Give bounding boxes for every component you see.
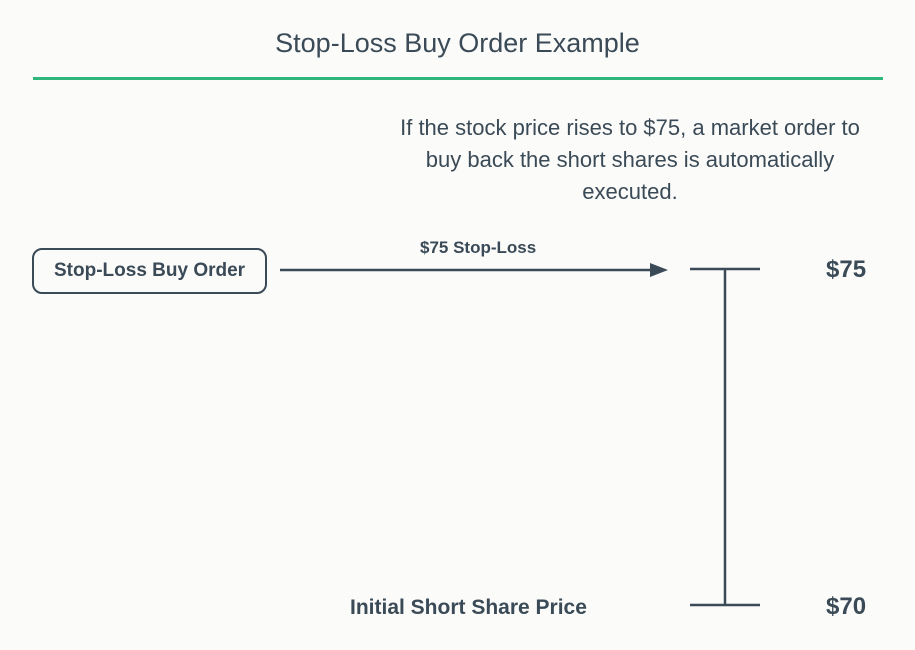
price-bracket-icon [680, 260, 770, 610]
description-text: If the stock price rises to $75, a marke… [400, 112, 860, 208]
arrow-label: $75 Stop-Loss [420, 238, 536, 258]
title-underline [33, 77, 883, 80]
page-title: Stop-Loss Buy Order Example [0, 0, 915, 77]
arrow-icon [280, 260, 670, 280]
order-box: Stop-Loss Buy Order [32, 248, 267, 294]
price-top-label: $75 [826, 256, 866, 284]
price-bottom-label: $70 [826, 593, 866, 621]
order-box-label: Stop-Loss Buy Order [54, 260, 245, 281]
initial-price-label: Initial Short Share Price [350, 596, 587, 620]
